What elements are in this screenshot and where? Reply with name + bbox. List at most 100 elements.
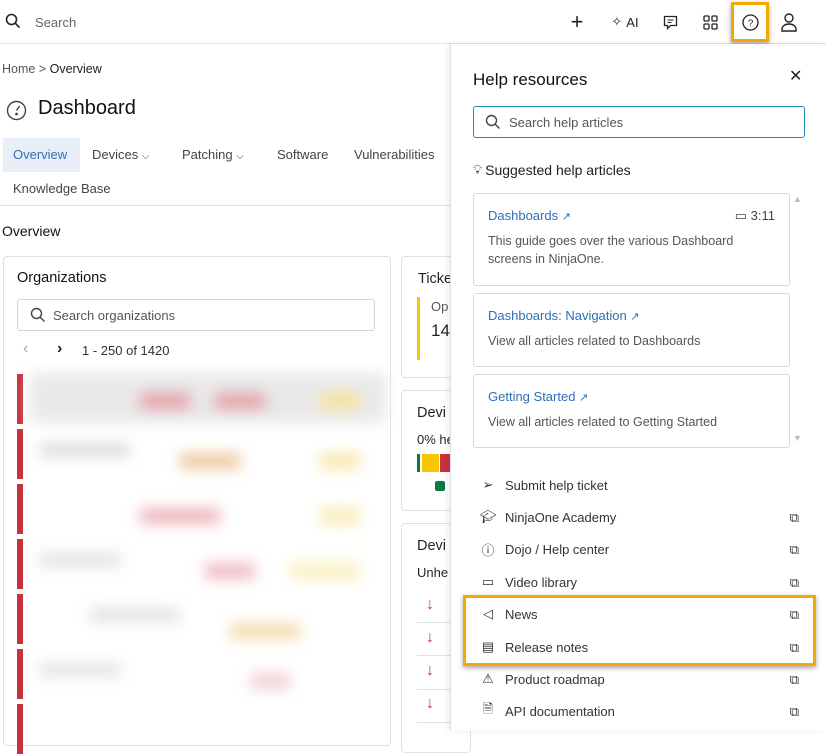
breadcrumb-current: Overview <box>49 62 102 76</box>
status-line <box>417 297 420 360</box>
link-label: Submit help ticket <box>505 477 608 493</box>
health-bar-critical <box>440 454 452 472</box>
article-title[interactable]: Getting Started <box>488 389 576 404</box>
status-bar-critical <box>17 649 23 699</box>
roadmap-icon: ⚠︎ <box>482 671 494 686</box>
help-icon[interactable]: ? <box>741 13 759 31</box>
arrow-down-icon: ↓ <box>426 695 434 712</box>
tab-vulnerabilities[interactable]: Vulnerabilities <box>354 147 435 162</box>
ai-button[interactable]: ✧ AI <box>605 13 645 31</box>
help-search-input[interactable]: Search help articles <box>473 106 805 138</box>
tickets-title: Ticke <box>418 271 453 287</box>
organizations-title: Organizations <box>17 270 107 286</box>
external-link-icon: ↗ <box>630 311 640 323</box>
section-title: Overview <box>2 223 61 239</box>
video-duration: 3:11 <box>750 208 775 223</box>
search-icon <box>30 307 46 323</box>
video-icon: ▭ <box>481 574 495 589</box>
arrow-down-icon: ↓ <box>426 662 434 679</box>
sparkle-icon: ✧ <box>611 14 623 29</box>
page-title: Dashboard <box>38 97 136 119</box>
plus-icon[interactable]: + <box>570 9 584 34</box>
article-description: This guide goes over the various Dashboa… <box>488 234 734 266</box>
apps-grid-icon[interactable] <box>702 14 718 30</box>
help-button-highlight <box>731 2 769 42</box>
scroll-up-arrow[interactable]: ▲ <box>793 194 802 204</box>
unhealthy-label: Unhe <box>417 565 449 580</box>
status-bar-critical <box>17 594 23 644</box>
external-link-icon: ⧉ <box>789 510 799 525</box>
svg-text:?: ? <box>747 18 753 29</box>
tab-overview[interactable]: Overview <box>3 138 80 172</box>
article-card[interactable]: Dashboards ↗ ▭ 3:11 This guide goes over… <box>473 193 790 286</box>
link-release-notes[interactable]: ▤ Release notes ⧉ <box>479 635 799 659</box>
code-file-icon: 🗎︎ <box>482 701 494 716</box>
previous-page-button[interactable]: ‹ <box>23 340 29 357</box>
status-bar-critical <box>17 539 23 589</box>
external-link-icon: ⧉ <box>789 672 799 687</box>
devices-title: Devi <box>417 538 447 554</box>
external-link-icon: ⧉ <box>789 607 799 622</box>
next-page-button[interactable]: › <box>57 340 63 357</box>
question-circle-icon: ⓘ <box>481 542 495 558</box>
article-card[interactable]: Dashboards: Navigation ↗ View all articl… <box>473 293 790 367</box>
top-bar: Search + ✧ AI ? <box>0 0 826 44</box>
article-card[interactable]: Getting Started ↗ View all articles rela… <box>473 374 790 448</box>
graduation-cap-icon: 🎓︎ <box>479 509 497 524</box>
external-link-icon: ⧉ <box>789 575 799 590</box>
search-placeholder: Search organizations <box>53 308 176 323</box>
external-link-icon: ↗ <box>561 211 571 223</box>
suggested-articles-heading: 💡︎ Suggested help articles <box>473 162 631 178</box>
breadcrumb: Home > Overview <box>2 62 102 76</box>
article-description: View all articles related to Dashboards <box>488 334 701 348</box>
link-news[interactable]: ◁ News ⧉ <box>479 602 799 626</box>
search-icon[interactable] <box>4 12 22 30</box>
tickets-value: 14 <box>431 321 450 340</box>
tab-patching[interactable]: Patching ⌵ <box>172 138 254 172</box>
link-api-documentation[interactable]: 🗎︎ API documentation ⧉ <box>479 699 799 723</box>
divider <box>0 205 450 206</box>
link-product-roadmap[interactable]: ⚠︎ Product roadmap ⧉ <box>479 667 799 691</box>
link-label: Product roadmap <box>505 671 605 687</box>
external-link-icon: ⧉ <box>789 640 799 655</box>
chat-icon[interactable] <box>662 14 678 30</box>
link-label: API documentation <box>505 703 615 719</box>
status-bar-critical <box>17 484 23 534</box>
external-link-icon: ↗ <box>579 392 589 404</box>
article-description: View all articles related to Getting Sta… <box>488 415 718 429</box>
health-bar-warning <box>422 454 439 472</box>
user-icon[interactable] <box>780 12 798 32</box>
tab-knowledge-base[interactable]: Knowledge Base <box>13 181 111 196</box>
news-release-notes-highlight <box>463 595 816 666</box>
search-icon <box>485 114 501 130</box>
lightbulb-icon: 💡︎ <box>473 162 483 177</box>
ai-label: AI <box>626 14 639 30</box>
arrow-down-icon: ↓ <box>426 629 434 646</box>
breadcrumb-home[interactable]: Home <box>2 62 36 76</box>
link-label: News <box>505 606 538 622</box>
health-bar-healthy <box>417 454 420 472</box>
help-panel-title: Help resources <box>473 70 588 89</box>
megaphone-icon: ◁ <box>483 606 493 621</box>
search-placeholder: Search help articles <box>509 115 624 130</box>
organizations-search-input[interactable]: Search organizations <box>17 299 375 331</box>
status-bar-critical <box>17 429 23 479</box>
article-title[interactable]: Dashboards <box>488 208 559 223</box>
help-resources-panel: Help resources ✕ Search help articles 💡︎… <box>450 44 826 731</box>
global-search-input[interactable]: Search <box>35 15 77 30</box>
link-ninjaone-academy[interactable]: 🎓︎ NinjaOne Academy ⧉ <box>479 505 799 529</box>
external-link-icon: ⧉ <box>789 542 799 557</box>
link-label: Dojo / Help center <box>505 541 610 557</box>
link-label: Video library <box>505 574 578 590</box>
tab-devices[interactable]: Devices ⌵ <box>82 138 159 172</box>
close-icon[interactable]: ✕ <box>789 68 803 85</box>
link-dojo-help-center[interactable]: ⓘ Dojo / Help center ⧉ <box>479 537 799 561</box>
link-submit-help-ticket[interactable]: ➢ Submit help ticket <box>479 473 799 497</box>
paper-plane-icon: ➢ <box>482 477 494 492</box>
scroll-down-arrow[interactable]: ▼ <box>793 433 802 443</box>
blurred-organization-rows <box>30 373 386 731</box>
status-bar-critical <box>17 704 23 754</box>
link-video-library[interactable]: ▭ Video library ⧉ <box>479 570 799 594</box>
tab-software[interactable]: Software <box>277 147 329 162</box>
article-title[interactable]: Dashboards: Navigation <box>488 308 627 323</box>
